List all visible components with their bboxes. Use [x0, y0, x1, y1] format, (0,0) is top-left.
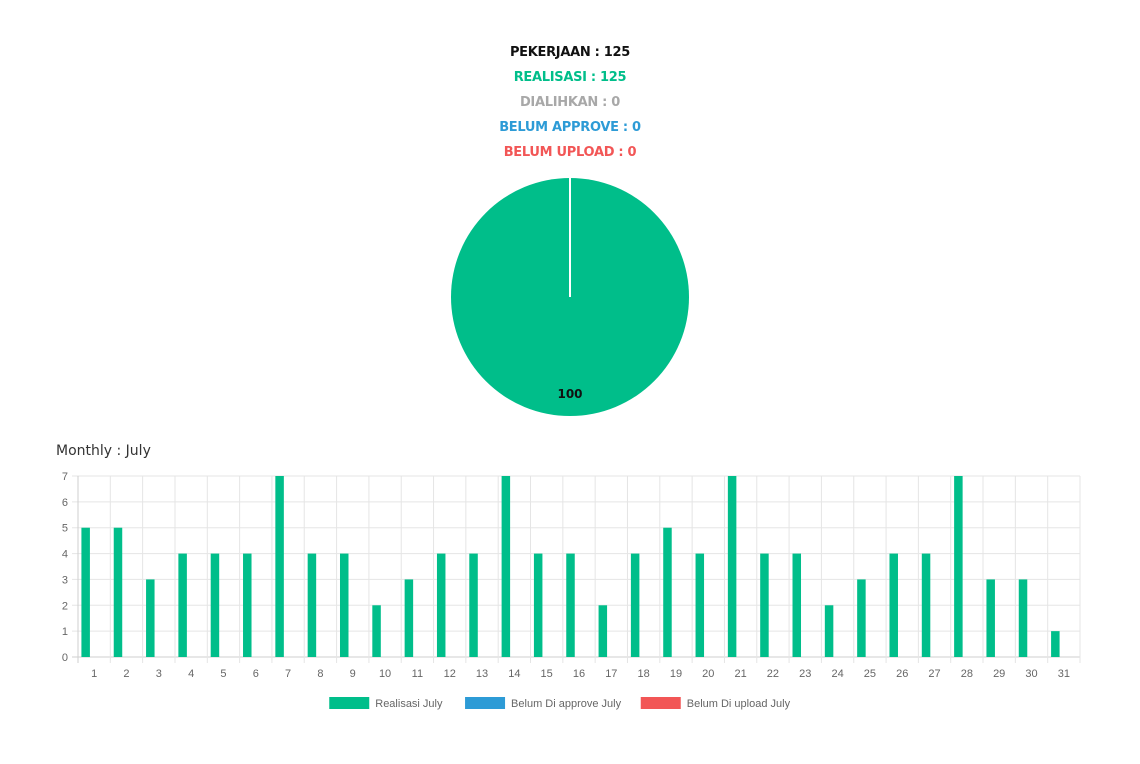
x-tick-label: 24	[831, 668, 843, 680]
bar-realisasi-july-3[interactable]	[146, 579, 155, 657]
bar-realisasi-july-23[interactable]	[792, 553, 802, 657]
x-tick-label: 21	[734, 668, 746, 680]
bar-realisasi-july-10[interactable]	[372, 605, 381, 657]
belum-upload-total: BELUM UPLOAD : 0	[503, 145, 637, 160]
bar-realisasi-july-30[interactable]	[1018, 579, 1028, 657]
x-tick-label: 15	[541, 668, 553, 680]
bar-realisasi-july-4[interactable]	[178, 553, 187, 657]
x-tick-label: 30	[1025, 668, 1037, 680]
legend-label-belum-di-approve-july[interactable]: Belum Di approve July	[511, 698, 622, 710]
monthly-title: Monthly : July	[56, 443, 151, 459]
x-tick-label: 22	[767, 668, 779, 680]
legend-swatch-realisasi-july[interactable]	[329, 697, 370, 709]
x-tick-label: 3	[156, 668, 162, 680]
x-tick-label: 4	[188, 668, 194, 680]
bar-realisasi-july-21[interactable]	[727, 476, 737, 657]
x-tick-label: 26	[896, 668, 908, 680]
y-tick-label: 3	[62, 574, 68, 586]
bar-realisasi-july-31[interactable]	[1051, 631, 1060, 657]
x-tick-label: 11	[412, 668, 423, 680]
bar-realisasi-july-11[interactable]	[404, 579, 414, 657]
pie-chart: 100	[451, 178, 689, 416]
bar-realisasi-july-8[interactable]	[307, 553, 317, 657]
y-tick-label: 6	[62, 497, 68, 509]
x-tick-label: 14	[508, 668, 520, 680]
x-tick-label: 9	[350, 668, 356, 680]
y-tick-label: 2	[62, 600, 68, 612]
y-tick-label: 0	[62, 652, 68, 664]
x-tick-label: 29	[993, 668, 1005, 680]
dialihkan-total: DIALIHKAN : 0	[519, 95, 621, 110]
bar-realisasi-july-17[interactable]	[598, 605, 608, 657]
belum-approve-total: BELUM APPROVE : 0	[499, 120, 641, 135]
x-tick-label: 19	[670, 668, 682, 680]
bar-realisasi-july-1[interactable]	[81, 527, 90, 657]
summary-panel: PEKERJAAN : 125 REALISASI : 125 DIALIHKA…	[0, 40, 1140, 165]
bar-realisasi-july-18[interactable]	[630, 553, 640, 657]
x-tick-label: 23	[799, 668, 811, 680]
pekerjaan-total: PEKERJAAN : 125	[509, 45, 631, 60]
x-tick-label: 6	[253, 668, 259, 680]
x-tick-label: 20	[702, 668, 714, 680]
x-tick-label: 31	[1058, 668, 1070, 680]
bar-realisasi-july-2[interactable]	[113, 527, 123, 657]
bar-realisasi-july-16[interactable]	[566, 553, 575, 657]
x-tick-label: 12	[444, 668, 456, 680]
y-tick-label: 4	[62, 549, 68, 561]
bar-realisasi-july-13[interactable]	[469, 553, 478, 657]
bar-realisasi-july-9[interactable]	[339, 553, 349, 657]
y-tick-label: 7	[62, 471, 68, 483]
bar-realisasi-july-5[interactable]	[210, 553, 220, 657]
bar-realisasi-july-14[interactable]	[501, 476, 511, 657]
y-tick-label: 5	[62, 523, 68, 535]
pie-data-label: 100	[557, 387, 582, 401]
bar-realisasi-july-26[interactable]	[889, 553, 898, 657]
legend-label-realisasi-july[interactable]: Realisasi July	[375, 698, 443, 710]
x-tick-label: 10	[379, 668, 391, 680]
x-tick-label: 17	[605, 668, 617, 680]
x-tick-label: 5	[220, 668, 226, 680]
bar-realisasi-july-6[interactable]	[243, 553, 252, 657]
bar-realisasi-july-12[interactable]	[436, 553, 446, 657]
bar-realisasi-july-29[interactable]	[986, 579, 995, 657]
bar-realisasi-july-19[interactable]	[663, 527, 672, 657]
x-tick-label: 2	[123, 668, 129, 680]
legend-swatch-belum-di-approve-july[interactable]	[465, 697, 506, 709]
bar-realisasi-july-24[interactable]	[824, 605, 834, 657]
bar-realisasi-july-22[interactable]	[760, 553, 769, 657]
bar-realisasi-july-15[interactable]	[533, 553, 543, 657]
x-tick-label: 16	[573, 668, 585, 680]
legend-label-belum-di-upload-july[interactable]: Belum Di upload July	[687, 698, 791, 710]
x-tick-label: 1	[91, 668, 97, 680]
bar-realisasi-july-7[interactable]	[275, 476, 284, 657]
x-tick-label: 27	[928, 668, 940, 680]
x-tick-label: 7	[285, 668, 291, 680]
x-tick-label: 28	[961, 668, 973, 680]
bar-realisasi-july-28[interactable]	[954, 476, 963, 657]
x-tick-label: 18	[638, 668, 650, 680]
bar-realisasi-july-27[interactable]	[921, 553, 931, 657]
x-tick-label: 13	[476, 668, 488, 680]
legend-swatch-belum-di-upload-july[interactable]	[640, 697, 681, 709]
x-tick-label: 8	[317, 668, 323, 680]
bar-realisasi-july-20[interactable]	[695, 553, 705, 657]
y-tick-label: 1	[62, 626, 68, 638]
x-tick-label: 25	[864, 668, 876, 680]
bar-realisasi-july-25[interactable]	[857, 579, 866, 657]
realisasi-total: REALISASI : 125	[513, 70, 627, 85]
